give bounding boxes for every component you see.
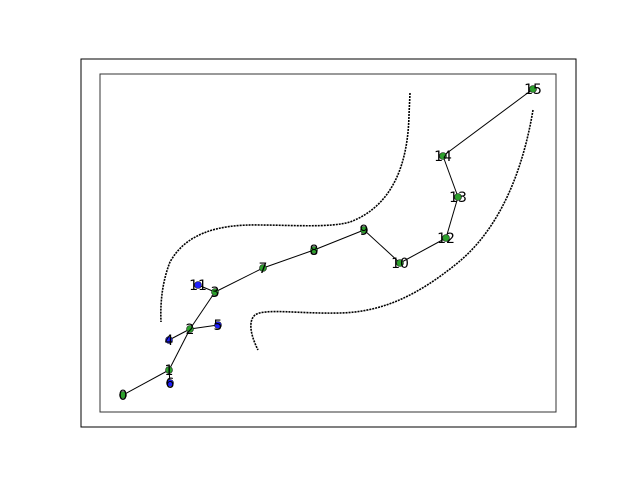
node-label-1: 1 — [165, 363, 174, 379]
node-1 — [165, 366, 173, 374]
edge-2-5 — [189, 324, 219, 330]
node-label-5: 5 — [214, 318, 223, 334]
node-label-13: 13 — [449, 190, 467, 206]
node-2 — [186, 325, 194, 333]
node-7 — [259, 264, 267, 272]
inner-frame — [99, 73, 557, 413]
node-13 — [454, 193, 462, 201]
outer-frame — [80, 58, 577, 428]
edge-0-1 — [122, 369, 170, 396]
node-8 — [310, 246, 318, 254]
upper-left-boundary — [160, 92, 411, 323]
node-label-14: 14 — [434, 149, 452, 165]
node-10 — [396, 259, 404, 267]
node-label-8: 8 — [310, 243, 319, 259]
node-6 — [166, 379, 174, 387]
edge-14-15 — [442, 88, 534, 157]
edge-7-8 — [262, 249, 315, 269]
node-label-2: 2 — [186, 322, 195, 338]
edge-3-7 — [214, 267, 264, 293]
edge-12-13 — [445, 196, 459, 239]
edge-13-14 — [442, 155, 459, 198]
node-label-0: 0 — [119, 388, 128, 404]
node-label-12: 12 — [437, 231, 455, 247]
edge-9-10 — [363, 229, 401, 264]
edge-2-4 — [168, 328, 191, 341]
node-label-9: 9 — [360, 223, 369, 239]
node-label-3: 3 — [211, 285, 220, 301]
nodes-layer — [119, 85, 537, 399]
node-label-4: 4 — [165, 333, 174, 349]
node-label-6: 6 — [166, 376, 175, 392]
node-5 — [214, 321, 222, 329]
node-0 — [119, 391, 127, 399]
edge-1-2 — [168, 328, 191, 371]
edge-8-9 — [313, 229, 365, 251]
edge-2-3 — [189, 291, 216, 330]
node-14 — [439, 152, 447, 160]
node-15 — [529, 85, 537, 93]
node-label-7: 7 — [259, 261, 268, 277]
edge-10-12 — [399, 237, 447, 264]
node-4 — [165, 336, 173, 344]
node-label-10: 10 — [391, 256, 409, 272]
node-label-15: 15 — [524, 82, 542, 98]
node-11 — [194, 281, 202, 289]
lower-right-boundary — [250, 109, 534, 351]
edges-layer — [122, 88, 534, 396]
node-3 — [211, 288, 219, 296]
node-label-11: 11 — [189, 278, 207, 294]
node-9 — [360, 226, 368, 234]
node-12 — [442, 234, 450, 242]
